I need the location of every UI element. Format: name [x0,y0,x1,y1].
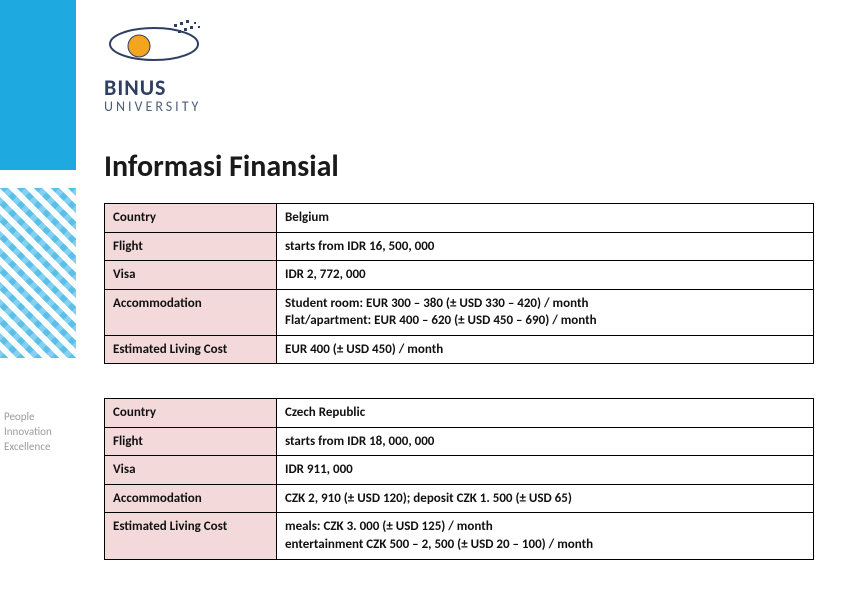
table-row: Visa IDR 2, 772, 000 [105,261,814,290]
table-row: Flight starts from IDR 16, 500, 000 [105,232,814,261]
table-row: Estimated Living Cost EUR 400 (± USD 450… [105,335,814,364]
sidebar: People Innovation Excellence [0,0,76,596]
page-title: Informasi Finansial [104,148,822,185]
brand-name: BINUS [104,74,294,101]
financial-table-1: Country Belgium Flight starts from IDR 1… [104,203,814,364]
row-label: Flight [105,427,277,456]
brand-subname: UNIVERSITY [104,98,294,115]
row-label: Estimated Living Cost [105,513,277,559]
row-value: IDR 2, 772, 000 [277,261,814,290]
table-row: Accommodation Student room: EUR 300 – 38… [105,289,814,335]
value-line: entertainment CZK 500 – 2, 500 (± USD 20… [285,536,805,554]
main-content: Informasi Finansial Country Belgium Flig… [104,148,822,594]
table-row: Country Belgium [105,204,814,233]
row-value: starts from IDR 16, 500, 000 [277,232,814,261]
table-row: Flight starts from IDR 18, 000, 000 [105,427,814,456]
row-label: Visa [105,261,277,290]
row-label: Country [105,204,277,233]
brand-text: BINUS UNIVERSITY [104,74,294,115]
table-row: Accommodation CZK 2, 910 (± USD 120); de… [105,484,814,513]
row-value: Belgium [277,204,814,233]
table-row: Country Czech Republic [105,399,814,428]
row-label: Country [105,399,277,428]
tagline-line: Excellence [4,440,76,455]
table-row: Visa IDR 911, 000 [105,456,814,485]
sidebar-blue-block [0,0,76,170]
row-label: Accommodation [105,484,277,513]
row-label: Estimated Living Cost [105,335,277,364]
value-line: Student room: EUR 300 – 380 (± USD 330 –… [285,295,805,313]
row-value: Student room: EUR 300 – 380 (± USD 330 –… [277,289,814,335]
row-value: EUR 400 (± USD 450) / month [277,335,814,364]
row-label: Visa [105,456,277,485]
row-label: Accommodation [105,289,277,335]
row-value: IDR 911, 000 [277,456,814,485]
value-line: meals: CZK 3. 000 (± USD 125) / month [285,518,805,536]
brand-logo: BINUS UNIVERSITY [104,16,294,115]
financial-table-2: Country Czech Republic Flight starts fro… [104,398,814,559]
tagline-line: Innovation [4,425,76,440]
table-row: Estimated Living Cost meals: CZK 3. 000 … [105,513,814,559]
sidebar-pattern-block [0,188,76,358]
row-label: Flight [105,232,277,261]
sidebar-tagline: People Innovation Excellence [0,410,76,455]
row-value: CZK 2, 910 (± USD 120); deposit CZK 1. 5… [277,484,814,513]
tagline-line: People [4,410,76,425]
row-value: meals: CZK 3. 000 (± USD 125) / month en… [277,513,814,559]
row-value: starts from IDR 18, 000, 000 [277,427,814,456]
row-value: Czech Republic [277,399,814,428]
orbit-icon [104,16,224,72]
value-line: Flat/apartment: EUR 400 – 620 (± USD 450… [285,312,805,330]
sidebar-gap [0,170,76,188]
